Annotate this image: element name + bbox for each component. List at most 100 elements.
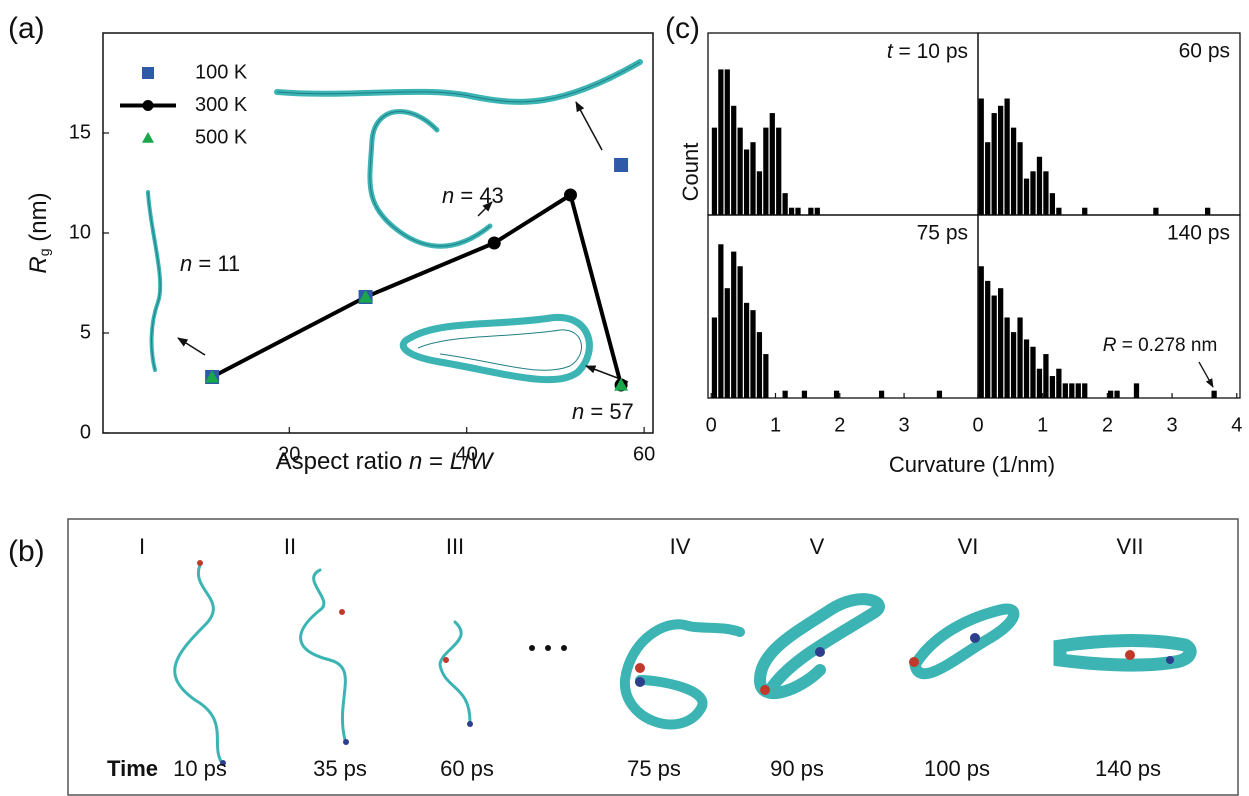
histogram-bar (1043, 354, 1049, 398)
marker-triangle (358, 290, 373, 303)
annotation-arrow (1198, 361, 1214, 388)
histogram-bar (750, 310, 756, 398)
histogram-bar (788, 207, 795, 215)
annotation-var: n (180, 251, 192, 276)
panel-label: 140 ps (1167, 222, 1230, 245)
time-label: Time (107, 756, 158, 781)
stage-label: I (139, 534, 145, 559)
annotation: n = 11 (180, 251, 240, 276)
y-label-part: g (36, 248, 52, 256)
marker-triangle (205, 370, 220, 383)
histogram-bar (1010, 332, 1017, 398)
histogram-bar (1036, 156, 1043, 215)
histogram-bar (985, 280, 991, 398)
x-label-part: / (463, 448, 470, 475)
x-tick-label: 20 (278, 443, 300, 465)
stage-label: IV (670, 534, 691, 559)
stage-label: V (810, 534, 825, 559)
histogram-bar (1075, 383, 1081, 398)
legend-label: 100 K (195, 61, 248, 83)
time-value: 60 ps (440, 756, 494, 781)
histogram-bar (878, 390, 885, 398)
histogram-bar (750, 142, 756, 215)
x-tick-label: 0 (706, 414, 717, 436)
x-tick-label: 2 (834, 414, 845, 436)
histogram-bar (1056, 207, 1062, 215)
histogram-bar (737, 266, 743, 398)
histogram-bar (1017, 142, 1023, 215)
annotation-var: n (442, 183, 454, 208)
histogram-bar (1049, 376, 1056, 398)
annotation: n = 43 (442, 183, 504, 208)
histogram-bar (763, 127, 769, 215)
histogram-bar (718, 244, 724, 398)
panel-label: (b) (8, 535, 45, 568)
histogram-bar (1205, 207, 1211, 215)
time-value: 90 ps (770, 756, 824, 781)
marker-circle (487, 236, 501, 250)
x-tick-label: 40 (456, 443, 478, 465)
histogram-bar (1056, 368, 1062, 398)
time-value: 10 ps (173, 756, 227, 781)
histogram-bar (1062, 383, 1068, 398)
histogram-bar (801, 390, 808, 398)
histogram-bar (1004, 98, 1010, 215)
histogram-bar (1153, 207, 1159, 215)
x-tick-label: 2 (1102, 414, 1113, 436)
y-label-part: (nm) (25, 192, 52, 248)
histogram-bar (1030, 346, 1036, 398)
x-tick-label: 1 (770, 414, 781, 436)
y-axis-label: Count (678, 143, 703, 202)
y-axis-label: Rg (nm) (25, 192, 52, 273)
panel-label: (c) (665, 12, 700, 45)
time-value: 140 ps (1095, 756, 1161, 781)
histogram-bar (782, 193, 788, 215)
x-label-part: = (422, 448, 449, 475)
annotation-text: = 0.278 nm (1116, 335, 1217, 356)
histogram-bar (1107, 390, 1114, 398)
legend-label: 300 K (195, 94, 248, 116)
time-value: 100 ps (924, 756, 990, 781)
histogram-bar (1023, 339, 1030, 398)
x-axis-label: Aspect ratio n = L/W (276, 448, 495, 475)
x-label-part: L (450, 448, 463, 475)
histogram-bar (991, 113, 997, 215)
annotation-text: = 43 (454, 183, 504, 208)
y-label-part: R (25, 256, 52, 273)
y-tick-label: 10 (69, 221, 91, 243)
histogram-bar (743, 149, 750, 215)
y-tick-label: 0 (80, 421, 91, 443)
marker-circle (564, 188, 577, 202)
histogram-bar (998, 105, 1004, 215)
panel-label: (a) (8, 12, 45, 45)
annotation-var: R (1103, 335, 1117, 356)
time-value: 35 ps (313, 756, 367, 781)
histogram-bar (795, 207, 801, 215)
histogram-bar (1043, 171, 1049, 215)
histogram-bar (731, 251, 737, 398)
histogram-bar (711, 317, 718, 398)
histogram-bar (978, 98, 984, 215)
histogram-bar (1133, 383, 1140, 398)
y-tick-label: 15 (69, 121, 91, 143)
x-tick-label: 3 (1167, 414, 1178, 436)
histogram-bar (1004, 317, 1010, 398)
annotation-text: = 57 (584, 399, 634, 424)
snapshot-panel (67, 518, 1239, 796)
stage-label: VII (1117, 534, 1144, 559)
histogram-bar (833, 390, 840, 398)
histogram-bar (756, 332, 763, 398)
histogram-bar (936, 390, 943, 398)
x-tick-label: 60 (633, 443, 655, 465)
histogram-bar (1069, 383, 1075, 398)
histogram-bar (998, 288, 1004, 398)
histogram-bar (1036, 368, 1043, 398)
histogram-bar (808, 207, 814, 215)
histogram-bar (1082, 383, 1088, 398)
histogram-bar (1049, 193, 1056, 215)
histogram-bar (718, 69, 724, 216)
panel-label-part: t (887, 40, 894, 63)
legend-marker (142, 100, 154, 111)
histogram-bar (763, 354, 769, 398)
